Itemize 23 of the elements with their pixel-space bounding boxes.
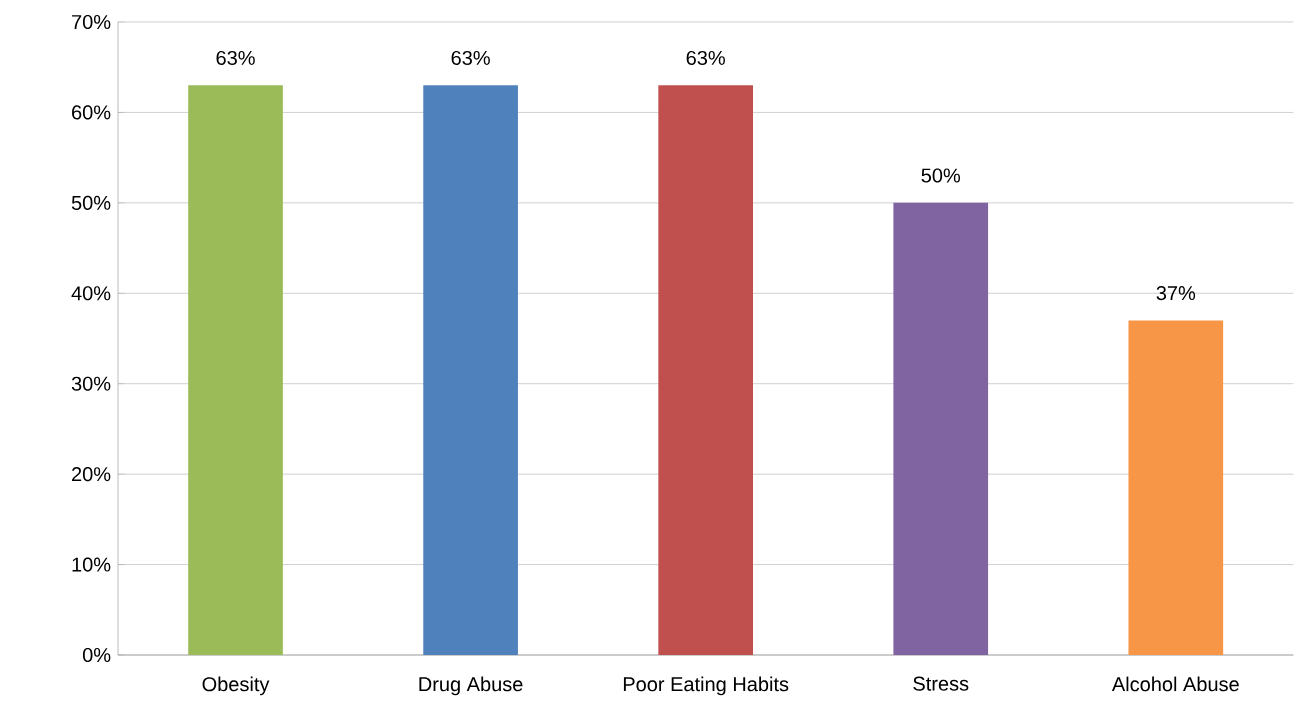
x-tick-label: Drug Abuse — [419, 676, 523, 696]
y-tick-label: 20% — [72, 467, 111, 482]
data-label: 50% — [921, 168, 961, 183]
bar — [188, 85, 283, 655]
bar — [423, 85, 518, 655]
data-label: 37% — [1156, 285, 1196, 301]
y-tick-label: 10% — [72, 557, 111, 572]
bar — [1128, 320, 1224, 655]
y-tick-label: 0% — [82, 647, 111, 663]
data-label: 63% — [216, 50, 255, 66]
data-label: 63% — [451, 50, 490, 66]
x-tick-label: Obesity — [202, 676, 270, 696]
x-tick-label: Stress — [913, 676, 969, 691]
y-tick-label: 50% — [71, 195, 111, 210]
y-tick-label: 70% — [72, 14, 111, 30]
y-tick-label: 30% — [71, 376, 111, 391]
x-tick-label: Alcohol Abuse — [1111, 676, 1239, 692]
y-tick-label: 40% — [71, 286, 111, 301]
y-tick-label: 60% — [72, 105, 111, 120]
bar — [658, 85, 754, 655]
x-tick-label: Poor Eating Habits — [623, 676, 789, 696]
bar — [893, 202, 989, 655]
data-label: 63% — [686, 50, 725, 66]
